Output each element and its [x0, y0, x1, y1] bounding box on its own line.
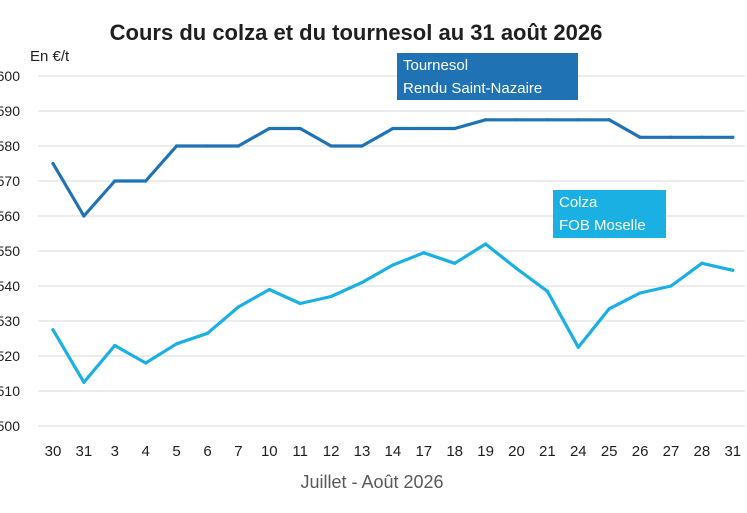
data-point	[205, 144, 210, 148]
data-point	[545, 289, 550, 293]
data-point	[236, 144, 240, 148]
x-tick-label: 31	[76, 443, 93, 460]
data-point	[144, 179, 148, 183]
series-label-text: Tournesol	[403, 57, 468, 74]
y-tick-label: 520	[0, 348, 20, 364]
data-point	[329, 144, 333, 148]
data-point	[669, 284, 673, 288]
x-tick-label: 10	[261, 443, 278, 460]
data-point	[545, 118, 550, 122]
x-tick-label: 26	[632, 443, 649, 460]
data-point	[267, 126, 271, 131]
series-label-box-0	[397, 53, 578, 100]
data-point	[113, 179, 117, 183]
y-tick-label: 540	[0, 278, 20, 294]
data-point	[51, 161, 55, 166]
data-point	[144, 361, 148, 365]
data-point	[576, 118, 580, 122]
data-point	[175, 144, 179, 148]
data-point	[700, 261, 704, 265]
series-label-text: FOB Moselle	[559, 217, 646, 234]
x-tick-label: 30	[45, 443, 62, 460]
data-point	[638, 291, 642, 295]
data-point	[360, 144, 364, 148]
x-tick-label: 11	[292, 443, 308, 460]
data-point	[175, 342, 179, 346]
series-label-box-1	[553, 190, 666, 238]
data-point	[638, 135, 642, 139]
x-tick-label: 18	[446, 443, 463, 460]
x-tick-label: 24	[570, 443, 587, 460]
data-point	[422, 251, 426, 255]
series-label-text: Colza	[559, 194, 598, 211]
y-tick-label: 600	[0, 68, 20, 84]
data-point	[298, 126, 302, 131]
x-tick-label: 3	[111, 443, 119, 460]
x-tick-label: 19	[477, 443, 494, 460]
data-point	[391, 263, 395, 267]
x-tick-label: 5	[172, 443, 180, 460]
x-tick-label: 13	[354, 443, 371, 460]
data-point	[391, 126, 395, 131]
x-tick-label: 7	[234, 443, 242, 460]
data-point	[205, 331, 210, 335]
data-point	[731, 268, 735, 272]
data-point	[669, 135, 673, 139]
x-tick-label: 14	[385, 443, 402, 460]
data-point	[484, 242, 488, 246]
data-point	[453, 261, 457, 265]
data-point	[51, 328, 55, 332]
y-tick-label: 580	[0, 138, 20, 154]
y-axis-unit: En €/t	[30, 48, 70, 65]
data-point	[113, 343, 117, 348]
data-point	[267, 287, 271, 292]
data-point	[514, 266, 519, 271]
series-lines	[51, 118, 735, 384]
y-tick-label: 530	[0, 313, 20, 329]
data-point	[700, 135, 704, 139]
x-tick-label: 25	[601, 443, 618, 460]
x-tick-labels: 30 31 3 4 5 6 7 10 11 12 13 14 17 18 19 20 21 24 25 26 27 28 3…	[45, 443, 741, 460]
data-point	[731, 135, 735, 139]
data-point	[329, 294, 333, 299]
x-tick-label: 27	[663, 443, 680, 460]
data-point	[484, 118, 488, 122]
y-tick-label: 590	[0, 103, 20, 119]
x-tick-label: 21	[539, 443, 556, 460]
data-point	[236, 305, 240, 309]
x-tick-label: 31	[724, 443, 741, 460]
x-axis-label: Juillet - Août 2026	[300, 472, 443, 492]
x-tick-label: 12	[323, 443, 340, 460]
y-tick-label: 500	[0, 418, 20, 434]
y-tick-label: 560	[0, 208, 20, 224]
y-tick-label: 570	[0, 173, 20, 189]
y-tick-labels: 500 510 520 530 540 550 560 570 580 590 600	[0, 68, 20, 434]
data-point	[453, 126, 457, 131]
x-tick-label: 4	[142, 443, 150, 460]
x-tick-label: 6	[203, 443, 211, 460]
data-point	[82, 380, 86, 384]
y-tick-label: 510	[0, 383, 20, 399]
x-tick-label: 17	[415, 443, 432, 460]
y-tick-label: 550	[0, 243, 20, 259]
data-point	[576, 345, 580, 349]
data-point	[422, 126, 426, 131]
chart-title: Cours du colza et du tournesol au 31 aoû…	[110, 20, 603, 45]
data-point	[82, 214, 86, 218]
series-labels: Tournesol Rendu Saint-Nazaire Colza FOB Mos…	[397, 53, 666, 238]
data-point	[607, 307, 611, 311]
series-label-text: Rendu Saint-Nazaire	[403, 80, 542, 97]
data-point	[298, 301, 302, 306]
x-tick-label: 20	[508, 443, 525, 460]
data-point	[360, 280, 364, 285]
x-tick-label: 28	[694, 443, 711, 460]
data-point	[514, 118, 519, 122]
data-point	[607, 118, 611, 122]
